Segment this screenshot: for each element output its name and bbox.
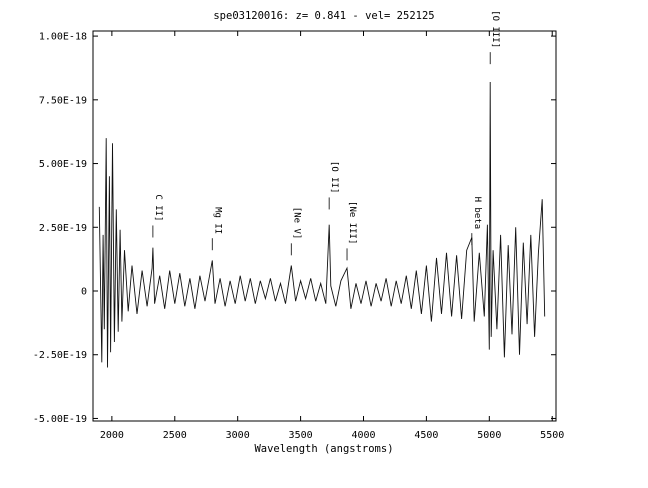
x-axis-ticks: 2000 2500 3000 3500 4000 4500 5000 5500	[100, 31, 564, 441]
emission-line-label: [O III]	[490, 10, 500, 48]
emission-line-label: [Ne V]	[291, 207, 301, 240]
y-tick-label: 7.50E-19	[39, 95, 87, 106]
emission-line-label: H beta	[472, 197, 482, 230]
spectrum-series-line-0	[98, 81, 546, 368]
chart-title: spe03120016: z= 0.841 - vel= 252125	[213, 10, 434, 22]
y-tick-label: 0	[81, 287, 87, 298]
x-tick-label: 5000	[477, 430, 501, 441]
x-tick-label: 4500	[414, 430, 438, 441]
emission-line-label: [Ne III]	[347, 201, 357, 244]
x-tick-label: 4000	[351, 430, 375, 441]
y-tick-label: 5.00E-19	[39, 159, 87, 170]
spectrum-layer	[98, 81, 546, 368]
x-tick-label: 5500	[540, 430, 564, 441]
x-tick-label: 3500	[289, 430, 313, 441]
x-tick-label: 2500	[163, 430, 187, 441]
y-axis-ticks: 1.00E-18 7.50E-19 5.00E-19 2.50E-19 0 -2.50E-…	[33, 32, 556, 425]
emission-line-label: [O II]	[329, 161, 339, 194]
emission-line-label: C II]	[153, 194, 163, 221]
x-axis-title: Wavelength (angstroms)	[254, 443, 393, 455]
y-tick-label: 2.50E-19	[39, 223, 87, 234]
emission-line-label: Mg II	[212, 207, 222, 234]
y-tick-label: -5.00E-19	[33, 414, 87, 425]
x-tick-label: 3000	[226, 430, 250, 441]
y-tick-label: 1.00E-18	[39, 32, 87, 43]
plot-frame	[92, 30, 557, 422]
emission-line-labels: C II] Mg II [Ne V] [O II] [Ne III] H beta [O I…	[152, 10, 500, 261]
x-tick-label: 2000	[100, 430, 124, 441]
y-tick-label: -2.50E-19	[33, 350, 87, 361]
